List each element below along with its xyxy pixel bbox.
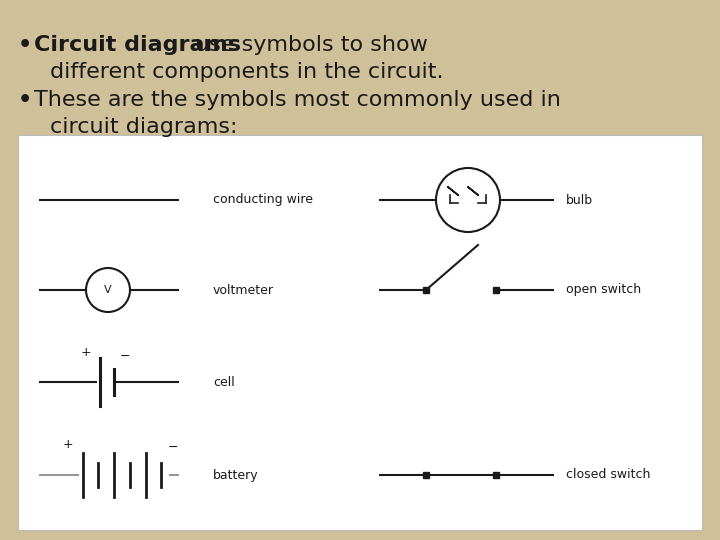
Text: circuit diagrams:: circuit diagrams: (50, 117, 238, 137)
Text: +: + (81, 346, 91, 359)
Text: open switch: open switch (566, 284, 641, 296)
Text: •: • (18, 90, 32, 110)
Text: •: • (18, 35, 32, 55)
Text: V: V (104, 285, 112, 295)
Text: −: − (120, 349, 130, 362)
Text: conducting wire: conducting wire (213, 193, 313, 206)
Text: voltmeter: voltmeter (213, 284, 274, 296)
Text: These are the symbols most commonly used in: These are the symbols most commonly used… (34, 90, 561, 110)
Text: battery: battery (213, 469, 258, 482)
Text: +: + (63, 438, 73, 451)
Text: use symbols to show: use symbols to show (188, 35, 428, 55)
Text: −: − (168, 441, 179, 454)
Text: different components in the circuit.: different components in the circuit. (50, 62, 444, 82)
Text: cell: cell (213, 375, 235, 388)
FancyBboxPatch shape (18, 135, 702, 530)
Text: Circuit diagrams: Circuit diagrams (34, 35, 241, 55)
Text: closed switch: closed switch (566, 469, 650, 482)
Text: bulb: bulb (566, 193, 593, 206)
